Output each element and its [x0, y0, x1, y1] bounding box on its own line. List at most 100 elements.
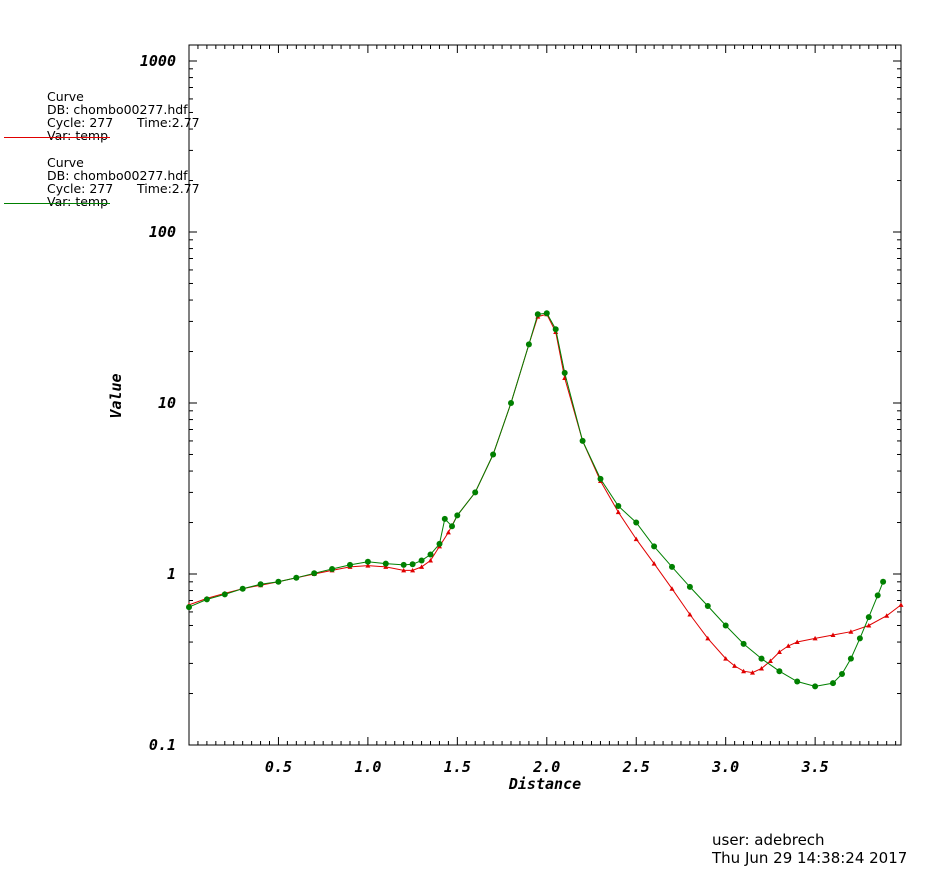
data-point [401, 567, 407, 573]
x-tick-label: 3.0 [711, 758, 739, 776]
series-line-1 [188, 312, 884, 687]
x-tick-label: 2.0 [532, 758, 560, 776]
data-point [293, 574, 300, 581]
data-point [839, 671, 845, 677]
data-point [436, 540, 443, 547]
y-tick-label: 0.1 [149, 736, 176, 754]
footer-user: user: adebrech [712, 831, 825, 849]
data-point [740, 640, 747, 647]
data-point [633, 519, 640, 526]
x-minor-ticks [197, 45, 897, 745]
data-point [732, 663, 738, 668]
data-point [741, 668, 747, 674]
data-point [847, 655, 854, 662]
x-tick-labels: 0.5 1.0 1.5 2.0 2.5 3.0 3.5 [265, 758, 829, 776]
data-point [794, 639, 800, 644]
data-point [884, 613, 890, 618]
data-point [866, 623, 872, 628]
data-point [687, 612, 693, 617]
data-point [472, 489, 479, 496]
data-point [552, 326, 559, 333]
x-axis-title: Distance [508, 775, 581, 793]
legend-time: Time:2.77 [137, 181, 200, 196]
data-point [723, 656, 729, 661]
x-tick-label: 2.5 [622, 758, 650, 776]
data-point [651, 561, 657, 566]
data-point [561, 369, 568, 376]
data-point [880, 578, 887, 585]
data-point [615, 503, 622, 509]
data-point [419, 564, 425, 569]
data-point [543, 310, 550, 317]
legend-cycle: Cycle: 277 [47, 181, 114, 196]
data-point [898, 602, 904, 607]
y-tick-label: 10 [158, 394, 176, 412]
data-point [669, 586, 675, 591]
data-point [785, 643, 791, 648]
legend-time: Time:2.77 [137, 115, 200, 130]
y-tick-label: 1000 [140, 52, 176, 70]
data-point [347, 561, 353, 568]
y-tick-label: 1 [167, 565, 176, 583]
data-point [579, 437, 586, 444]
data-point [651, 543, 658, 550]
data-point [874, 592, 881, 599]
series-layer [186, 310, 904, 690]
data-point [454, 512, 461, 519]
x-tick-label: 3.5 [801, 758, 829, 776]
data-point [848, 629, 854, 634]
data-point [776, 649, 782, 654]
data-point [776, 668, 783, 675]
data-point [409, 561, 416, 568]
data-point [525, 341, 532, 348]
data-point [257, 581, 264, 588]
data-point [490, 451, 497, 458]
data-point [794, 678, 801, 685]
data-point [186, 604, 192, 611]
legend-db: DB: chombo00277.hdf [47, 168, 188, 183]
x-tick-label: 1.0 [354, 758, 381, 776]
legend-swatch-green [4, 203, 110, 204]
legend-cycle: Cycle: 277 [47, 115, 114, 130]
legend-heading: Curve [47, 155, 84, 170]
data-point [418, 557, 425, 564]
plot-frame [188, 44, 902, 746]
y-minor-ticks [189, 60, 901, 746]
legend-var: Var: temp [47, 128, 109, 143]
data-point [856, 635, 863, 642]
data-point [508, 400, 514, 406]
data-point [221, 591, 228, 598]
data-point [329, 566, 336, 572]
x-tick-label: 1.5 [444, 758, 471, 776]
y-tick-labels: 0.1 1 10 100 1000 [140, 52, 176, 754]
data-point [534, 311, 541, 318]
data-point [428, 558, 433, 563]
data-point [705, 635, 711, 641]
data-point [364, 558, 371, 565]
data-point [597, 475, 604, 482]
data-point [633, 536, 639, 542]
data-point [449, 523, 455, 530]
data-point [704, 603, 711, 609]
data-point [830, 680, 836, 687]
data-point [759, 666, 764, 671]
x-tick-label: 0.5 [265, 758, 292, 776]
data-point [275, 578, 282, 585]
legend-swatch-red [4, 137, 110, 138]
data-point [615, 509, 621, 515]
data-point [445, 529, 451, 535]
data-point [400, 561, 407, 568]
data-point [383, 564, 389, 569]
data-point [410, 567, 416, 573]
data-point [722, 622, 729, 629]
data-point [427, 551, 434, 558]
legend-heading: Curve [47, 89, 84, 104]
footer-date: Thu Jun 29 14:38:24 2017 [712, 849, 908, 867]
legend-var: Var: temp [47, 194, 109, 209]
data-point [758, 655, 765, 662]
data-point [441, 515, 448, 522]
data-point [767, 658, 773, 663]
data-point [750, 670, 755, 675]
data-point [382, 560, 389, 567]
